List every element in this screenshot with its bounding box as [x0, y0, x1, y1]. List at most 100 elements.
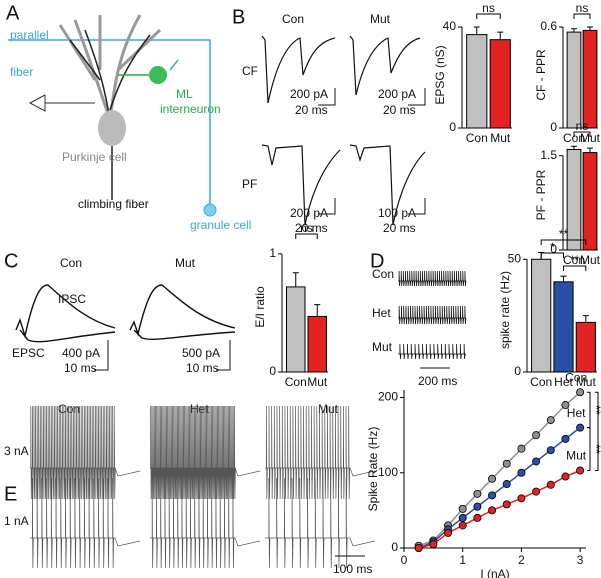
x-tick-label: Het	[554, 375, 573, 389]
x-tick-label: Con	[466, 131, 488, 145]
scale-label: 20 ms	[383, 103, 416, 117]
data-point	[561, 434, 570, 443]
spike-trace	[30, 405, 141, 500]
y-tick-label: 0	[449, 120, 456, 134]
scale-label: 10 ms	[186, 361, 219, 375]
diagram-label: fiber	[10, 65, 33, 79]
significance-label: ns	[300, 221, 313, 235]
bar	[582, 29, 598, 129]
spike-trace	[150, 405, 261, 500]
scale-label: 10 ms	[64, 361, 97, 375]
y-tick-label: 0	[550, 242, 557, 256]
error-bar	[292, 272, 299, 287]
series-label: Con	[565, 370, 587, 384]
bar	[307, 315, 327, 373]
series-label: Mut	[566, 449, 587, 463]
significance-bracket	[573, 131, 591, 137]
y-tick-label: 0.6	[540, 19, 557, 33]
bar	[582, 152, 598, 251]
significance-bracket	[563, 265, 587, 271]
row-label: CF	[242, 64, 258, 78]
y-tick-label: 100	[378, 465, 398, 479]
x-tick-label: Con	[563, 253, 585, 267]
row-label: 1 nA	[4, 514, 29, 528]
bar	[286, 286, 306, 373]
x-tick-label: Mut	[490, 131, 511, 145]
data-point	[473, 513, 482, 522]
trace-label: IPSC	[58, 292, 86, 306]
significance-label: *	[550, 240, 555, 254]
scale-label: 200 pA	[290, 87, 328, 101]
significance-bracket	[573, 13, 591, 19]
spike-trace	[30, 477, 141, 569]
error-bar	[473, 26, 480, 35]
data-point	[517, 444, 526, 453]
traces	[398, 270, 467, 360]
x-tick-label: Mut	[580, 131, 601, 145]
traces	[261, 35, 426, 226]
error-bar	[582, 315, 589, 323]
data-point	[429, 540, 438, 549]
data-point	[546, 446, 555, 455]
significance-bracket	[540, 239, 587, 245]
y-tick-label: 1	[269, 246, 276, 260]
row-label: PF	[242, 177, 257, 191]
y-axis-label: Spike Rate (Hz)	[366, 427, 380, 512]
data-point	[532, 431, 541, 440]
significance-label: **	[559, 227, 569, 241]
panel-letter: E	[4, 483, 17, 505]
y-axis-label: spike rate (Hz)	[498, 271, 512, 349]
panel-letter: D	[370, 250, 384, 272]
x-tick-label: Con	[530, 375, 552, 389]
panel-letter: A	[6, 2, 20, 24]
y-tick-label: 0	[550, 120, 557, 134]
x-tick-label: Mut	[307, 375, 328, 389]
spike-trace	[265, 405, 376, 500]
condition-label: Con	[60, 256, 82, 270]
data-point	[546, 480, 555, 489]
error-bar	[560, 275, 567, 282]
spike-trace	[398, 270, 467, 287]
diagram-label: interneuron	[160, 102, 221, 116]
y-axis-label: EPSG (nS)	[433, 45, 447, 104]
diagram-label: granule cell	[190, 218, 251, 232]
error-bar	[571, 145, 577, 150]
row-label: Het	[372, 306, 391, 320]
data-point	[444, 528, 453, 537]
series-line	[418, 469, 581, 549]
significance-label: **	[597, 427, 601, 437]
y-tick-label: 0	[269, 364, 276, 378]
scale-label: 200 ms	[418, 374, 457, 388]
x-tick-label: 2	[518, 553, 525, 567]
traces	[30, 405, 376, 569]
scale-label: 500 pA	[182, 346, 220, 360]
diagram-label: ML	[176, 87, 193, 101]
data-point	[473, 502, 482, 511]
series-line	[418, 391, 581, 547]
scale-label: 100 ms	[333, 562, 372, 576]
y-axis-label: CF - PPR	[534, 49, 548, 101]
y-axis-label: E/I ratio	[253, 286, 267, 328]
significance-bracket	[595, 391, 599, 472]
data-point	[458, 504, 467, 513]
condition-label: Mut	[318, 402, 339, 416]
diagram-label: Purkinje cell	[62, 150, 127, 164]
significance-bracket	[476, 13, 501, 19]
panel-letter: C	[4, 250, 18, 272]
diagram-label: parallel	[10, 28, 49, 42]
data-point	[517, 468, 526, 477]
data-point	[502, 500, 511, 509]
y-axis-label: PF - PPR	[534, 169, 548, 220]
bar	[531, 258, 552, 373]
data-point	[488, 474, 497, 483]
row-label: 3 nA	[4, 444, 29, 458]
bar	[489, 39, 511, 129]
axis	[403, 390, 586, 549]
condition-label: Mut	[370, 12, 391, 26]
bar	[466, 34, 488, 129]
error-bar	[587, 26, 593, 31]
data-point	[502, 459, 511, 468]
row-label: Mut	[372, 340, 393, 354]
error-bar	[587, 147, 593, 153]
x-tick-label: Con	[563, 131, 585, 145]
